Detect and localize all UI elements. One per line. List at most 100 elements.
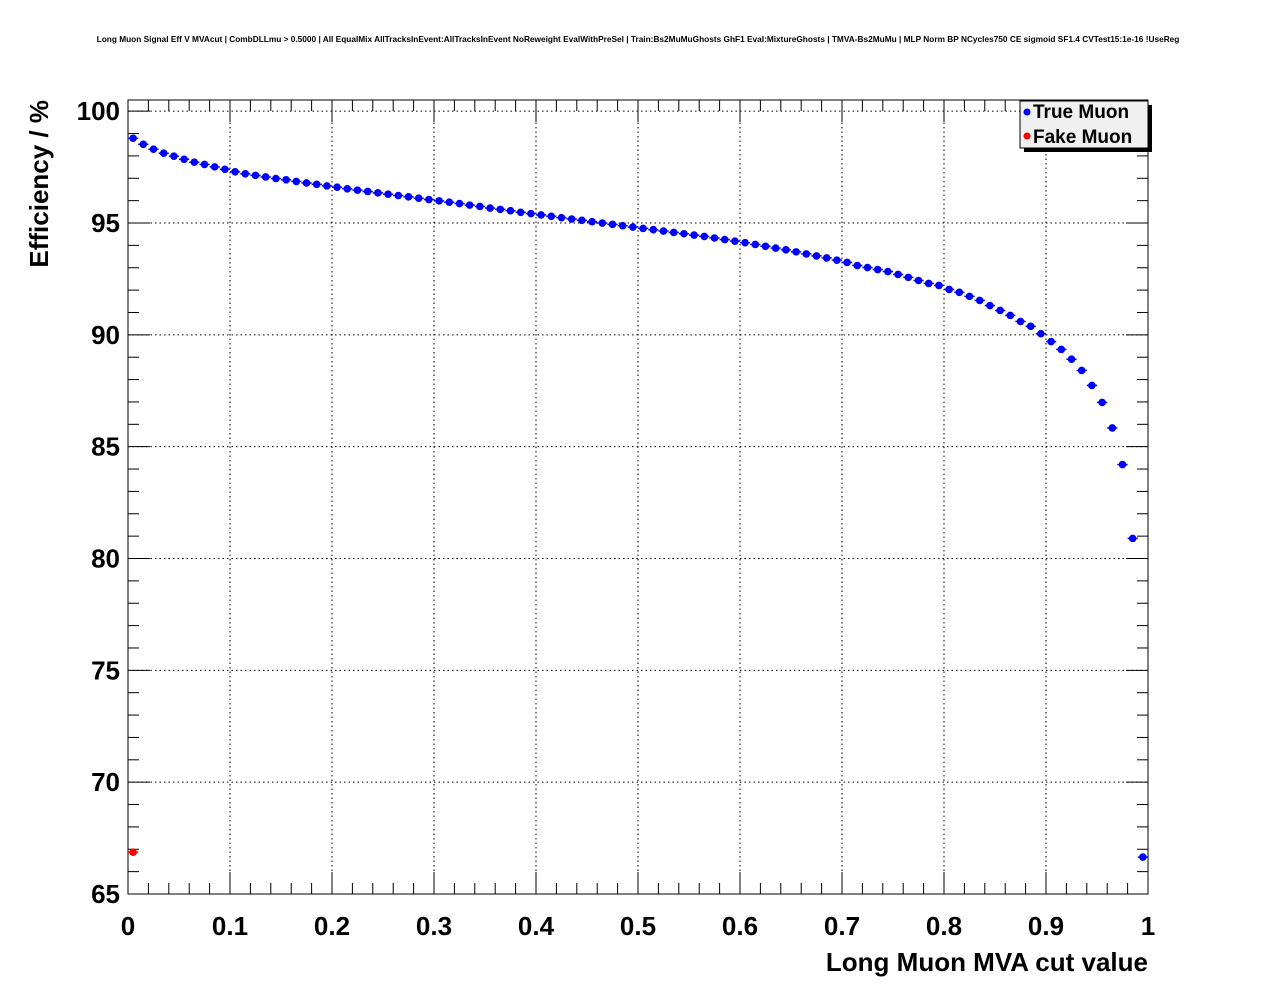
- x-tick-label: 0.6: [722, 911, 758, 941]
- y-tick-label: 80: [91, 544, 120, 574]
- x-tick-labels: 0 0.1 0.2 0.3 0.4 0.5 0.6 0.7 0.8 0.9 1: [121, 911, 1155, 941]
- data-point: [873, 265, 882, 274]
- data-point: [1037, 329, 1045, 338]
- y-tick-label: 95: [91, 208, 120, 238]
- y-tick-label: 85: [91, 432, 120, 462]
- data-point: [486, 204, 494, 212]
- data-point: [680, 229, 688, 238]
- data-point: [955, 288, 964, 297]
- x-tick-label: 0.2: [314, 911, 350, 941]
- data-point: [894, 270, 902, 279]
- data-point: [618, 221, 627, 230]
- data-point: [180, 155, 188, 164]
- data-point: [353, 186, 362, 194]
- data-point: [884, 267, 892, 276]
- data-point: [1067, 355, 1076, 364]
- data-point: [139, 140, 148, 149]
- data-point: [710, 234, 719, 242]
- data-point: [374, 189, 382, 197]
- data-point: [414, 194, 423, 202]
- data-point: [537, 211, 545, 219]
- data-point: [292, 177, 301, 186]
- data-point: [557, 213, 566, 222]
- data-point: [476, 202, 484, 211]
- x-tick-label: 0.9: [1028, 911, 1064, 941]
- data-point: [782, 246, 790, 254]
- x-tick-label: 0.8: [926, 911, 962, 941]
- data-point: [435, 197, 443, 205]
- data-point: [394, 191, 403, 200]
- legend: True Muon Fake Muon: [1019, 100, 1152, 152]
- legend-box: [1019, 100, 1149, 149]
- data-point: [608, 220, 617, 229]
- data-point: [241, 170, 250, 178]
- grid: [128, 100, 1148, 894]
- data-point: [547, 212, 556, 221]
- data-point: [1047, 337, 1055, 346]
- chart-title: Long Muon Signal Eff V MVAcut | CombDLLm…: [97, 34, 1180, 44]
- data-point: [1139, 853, 1147, 861]
- data-point: [965, 292, 974, 301]
- data-point: [1057, 345, 1066, 354]
- data-point: [996, 306, 1004, 315]
- data-point: [1118, 460, 1127, 469]
- y-tick-label: 90: [91, 320, 120, 350]
- data-point: [404, 193, 413, 201]
- data-point: [720, 235, 729, 244]
- data-point: [629, 223, 637, 231]
- data-point: [231, 167, 239, 176]
- data-point: [272, 174, 280, 183]
- y-axis-label: Efficiency / %: [24, 100, 54, 268]
- data-point: [425, 195, 433, 204]
- data-point: [802, 250, 811, 258]
- plot-frame: [127, 99, 1149, 895]
- data-point: [598, 219, 607, 227]
- data-point: [455, 199, 464, 208]
- legend-label-fake-muon: Fake Muon: [1033, 127, 1132, 148]
- data-point: [1108, 424, 1117, 432]
- series-true-muon: [128, 134, 1148, 861]
- data-point: [323, 182, 331, 190]
- data-point: [190, 158, 199, 166]
- data-point: [1006, 311, 1015, 320]
- data-point: [975, 296, 984, 305]
- x-tick-label: 0: [121, 911, 135, 941]
- data-point: [986, 301, 994, 310]
- data-point: [527, 209, 535, 218]
- y-tick-labels: 65 70 75 80 85 90 95 100: [77, 96, 120, 909]
- data-point: [588, 217, 596, 226]
- data-point: [363, 187, 372, 196]
- data-point: [578, 216, 586, 225]
- data-point: [843, 258, 851, 267]
- data-point: [853, 261, 862, 270]
- data-point: [935, 281, 943, 290]
- data-point: [822, 254, 831, 262]
- data-point: [761, 242, 770, 251]
- data-point: [129, 134, 137, 143]
- data-point: [567, 215, 576, 223]
- data-point: [649, 225, 658, 234]
- x-tick-label: 0.4: [518, 911, 555, 941]
- data-point: [302, 179, 311, 187]
- data-point: [261, 173, 270, 181]
- data-point: [669, 228, 678, 237]
- data-point: [914, 276, 923, 285]
- x-tick-label: 0.7: [824, 911, 860, 941]
- data-point: [384, 190, 392, 198]
- axis-ticks: [127, 100, 1149, 895]
- data-point: [792, 248, 800, 256]
- y-tick-label: 100: [77, 96, 120, 126]
- data-point: [465, 201, 474, 209]
- data-point: [149, 145, 158, 154]
- data-points: [128, 134, 1148, 861]
- data-point: [1077, 366, 1086, 375]
- data-point: [833, 256, 841, 264]
- data-point: [924, 279, 933, 288]
- x-axis-label: Long Muon MVA cut value: [826, 947, 1148, 977]
- data-point: [516, 208, 525, 217]
- data-point: [741, 238, 749, 247]
- data-point: [343, 184, 352, 193]
- y-tick-label: 65: [91, 879, 120, 909]
- x-tick-label: 1: [1141, 911, 1155, 941]
